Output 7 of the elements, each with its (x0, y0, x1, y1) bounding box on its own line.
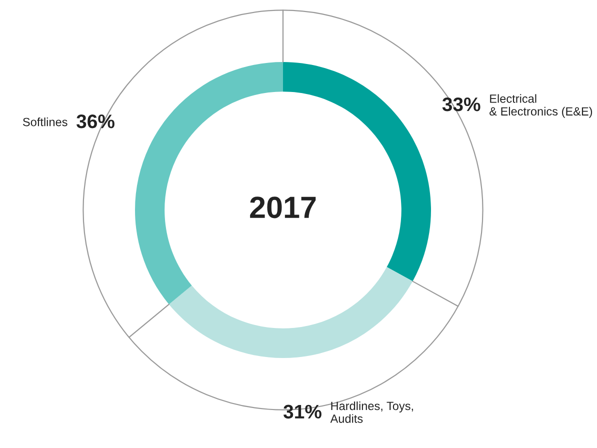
data-label: 33% (442, 97, 480, 112)
data-label: 36% (76, 114, 114, 128)
text: 2017 (250, 196, 316, 218)
slice-label: Electrical & Electronics (E&E) (490, 94, 592, 118)
data-label: 31% (283, 404, 322, 419)
slice-label: Softlines (23, 118, 68, 126)
slice-label: Hardlines, Toys, Audits (330, 401, 413, 423)
